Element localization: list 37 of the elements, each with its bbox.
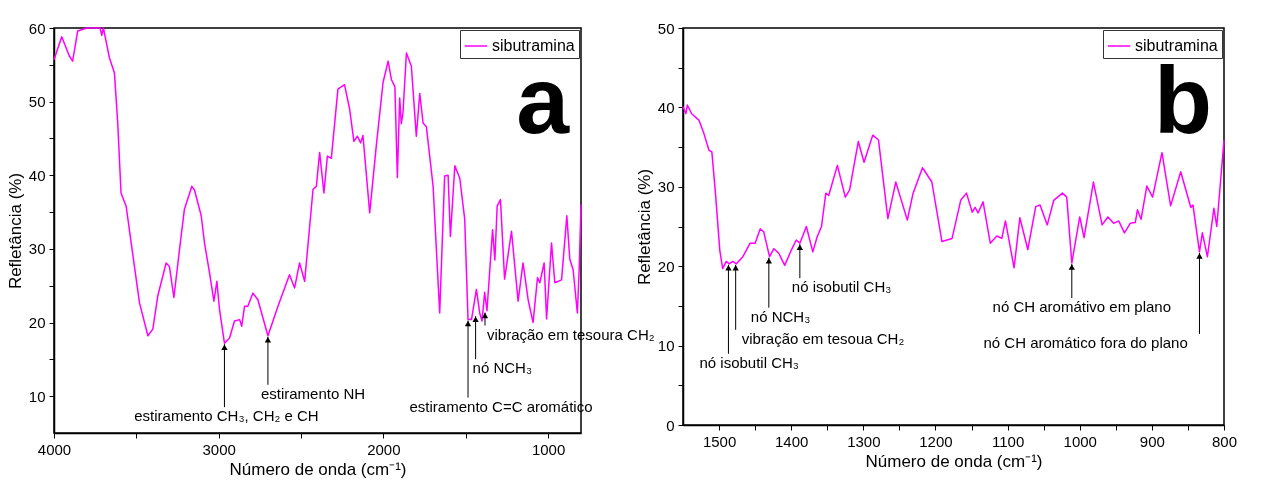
x-tick-label: 1300	[847, 432, 881, 450]
x-tick-label: 4000	[37, 440, 72, 458]
y-tick-label: 50	[657, 19, 675, 37]
annotation: nó isobutil CH₃	[791, 278, 892, 296]
y-tick-label: 40	[28, 166, 46, 184]
y-tick-label: 20	[657, 257, 675, 275]
y-axis-title: Refletância (%)	[634, 168, 654, 286]
annotation: estiramento CH₃, CH₂ e CH	[134, 407, 319, 425]
annotation: nó NCH₃	[750, 307, 811, 325]
x-tick-label: 2000	[367, 440, 401, 458]
annotation: nó CH aromátivo em plano	[992, 298, 1172, 316]
annotation: vibração em tesoua CH₂	[741, 329, 905, 347]
x-tick-label: 1400	[775, 432, 809, 450]
y-tick-label: 60	[28, 19, 46, 37]
annotation: estiramento NH	[260, 384, 366, 402]
x-tick-label: 1000	[531, 440, 566, 458]
y-tick-label: 10	[28, 387, 46, 405]
x-tick-label: 1000	[1063, 432, 1097, 450]
x-axis-title: Número de onda (cm⁻¹)	[865, 451, 1043, 471]
y-tick-label: 0	[666, 416, 675, 434]
y-tick-label: 10	[657, 337, 675, 355]
annotation: nó NCH₃	[472, 359, 533, 377]
x-tick-label: 1100	[991, 432, 1025, 450]
x-tick-label: 800	[1211, 432, 1238, 450]
x-tick-label: 3000	[202, 440, 236, 458]
y-axis-title: Refletância (%)	[5, 172, 25, 290]
y-tick-label: 30	[28, 240, 46, 258]
x-tick-label: 1200	[919, 432, 953, 450]
x-axis-title: Número de onda (cm⁻¹)	[229, 459, 407, 479]
x-tick-label: 1500	[702, 432, 737, 450]
x-tick-label: 900	[1139, 432, 1165, 450]
annotation: nó CH aromático fora do plano	[983, 333, 1188, 351]
y-tick-label: 50	[28, 93, 46, 111]
y-tick-label: 30	[657, 178, 675, 196]
y-tick-label: 20	[28, 314, 46, 332]
annotation: nó isobutil CH₃	[699, 353, 799, 371]
y-tick-label: 40	[657, 98, 675, 116]
